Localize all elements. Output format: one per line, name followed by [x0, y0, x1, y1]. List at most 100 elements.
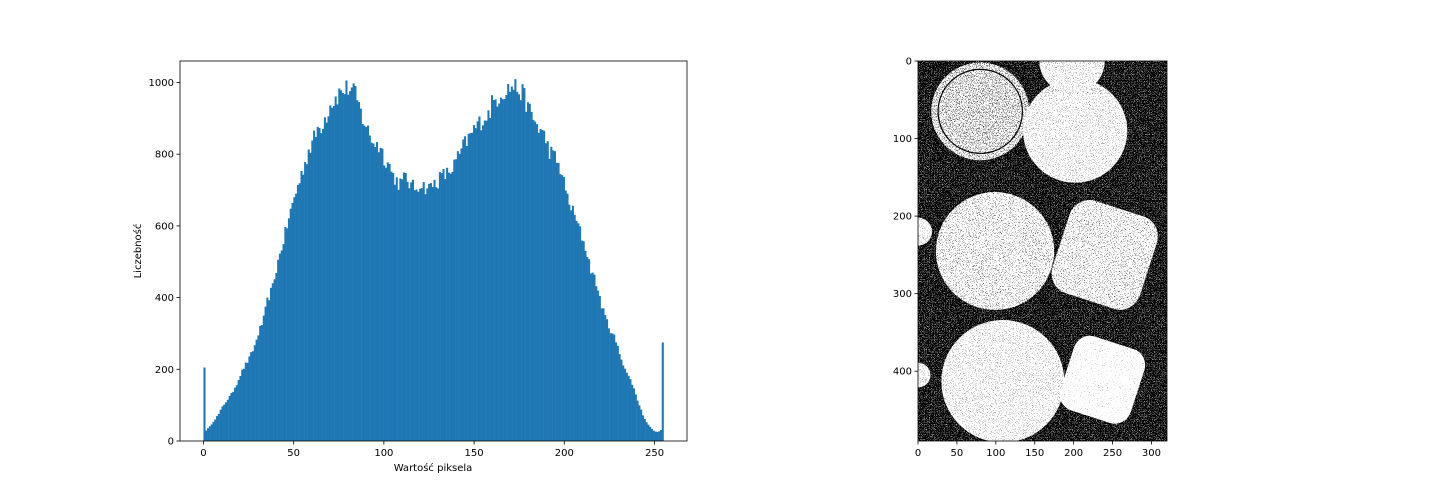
- histogram-bar: [622, 365, 625, 441]
- y-tick-label: 400: [155, 293, 174, 304]
- histogram-bar: [656, 431, 659, 441]
- histogram-bar: [631, 384, 634, 441]
- histogram-bar: [438, 172, 441, 442]
- image-objects: [918, 61, 1158, 441]
- histogram-bar: [402, 172, 405, 441]
- histogram-bar: [273, 279, 276, 441]
- histogram-bar: [566, 193, 569, 441]
- histogram-bar: [287, 218, 290, 441]
- histogram-bar: [654, 431, 657, 441]
- histogram-bar: [431, 187, 434, 441]
- histogram-bar: [433, 179, 436, 441]
- histogram-bar: [589, 273, 592, 441]
- histogram-bar: [262, 315, 265, 441]
- histogram-bar: [232, 391, 235, 441]
- histogram-bar: [437, 188, 440, 441]
- histogram-bar: [600, 308, 603, 441]
- histogram-bar: [260, 325, 264, 441]
- histogram-bar: [659, 429, 662, 441]
- histogram-bar: [336, 104, 339, 442]
- histogram-bar: [406, 181, 409, 441]
- histogram-bar: [534, 121, 537, 442]
- histogram-bar: [501, 99, 504, 441]
- histogram-bar: [557, 162, 560, 442]
- histogram-x-ticks: 0 50 100 150 200 250: [200, 441, 664, 459]
- histogram-bar: [331, 107, 334, 441]
- histogram-bar: [480, 130, 483, 441]
- histogram-bar: [464, 136, 467, 442]
- histogram-bar: [307, 149, 310, 441]
- histogram-bar: [384, 167, 388, 442]
- histogram-bar: [516, 91, 519, 441]
- histogram-axes-frame: [179, 60, 688, 442]
- histogram-bar: [505, 94, 508, 442]
- histogram-bar: [343, 94, 346, 442]
- histogram-bar: [624, 368, 627, 441]
- histogram-bar: [652, 430, 655, 441]
- histogram-bar: [609, 333, 612, 441]
- x-tick-label: 200: [1064, 448, 1083, 459]
- histogram-bar: [451, 171, 454, 441]
- histogram-bar: [266, 297, 269, 441]
- histogram-bar: [420, 188, 423, 441]
- histogram-bar: [579, 226, 582, 441]
- histogram-bar: [620, 359, 623, 441]
- y-tick-label: 200: [893, 212, 912, 223]
- histogram-bar: [411, 179, 414, 441]
- histogram-bar: [383, 165, 386, 441]
- histogram-bar: [593, 274, 596, 441]
- histogram-bar: [548, 158, 551, 441]
- histogram-bar: [415, 189, 418, 441]
- histogram-bar: [271, 283, 274, 441]
- histogram-bar: [203, 367, 206, 441]
- histogram-bar: [219, 409, 222, 441]
- histogram-bar: [367, 125, 370, 441]
- histogram-bar: [217, 413, 220, 441]
- histogram-bar: [606, 319, 609, 441]
- histogram-bar: [359, 108, 362, 442]
- histogram-bar: [318, 128, 321, 442]
- histogram-bar: [649, 426, 652, 441]
- histogram-bar: [207, 428, 210, 441]
- histogram-bar: [487, 110, 490, 441]
- histogram-bar: [246, 362, 249, 441]
- histogram-bar: [289, 208, 292, 441]
- histogram-bar: [539, 129, 542, 442]
- coin-texture: [1059, 335, 1146, 424]
- histogram-bar: [444, 179, 447, 441]
- histogram-bar: [597, 290, 600, 441]
- histogram-bar: [507, 84, 510, 441]
- histogram-bar: [604, 315, 607, 441]
- histogram-bar: [368, 135, 371, 441]
- histogram-bar: [278, 253, 281, 441]
- histogram-bar: [552, 150, 555, 441]
- binary-image-panel: 0 50 100 150 200 250 300 0 100 200 300 400: [893, 57, 1168, 459]
- histogram-bar: [469, 133, 472, 441]
- histogram-bar: [228, 396, 231, 441]
- histogram-bar: [280, 250, 283, 441]
- histogram-bar: [275, 272, 278, 441]
- histogram-bar: [311, 140, 314, 442]
- histogram-bar: [550, 146, 553, 441]
- histogram-bar: [429, 183, 432, 441]
- histogram-bar: [521, 84, 524, 442]
- histogram-bar: [221, 406, 224, 441]
- histogram-bar: [640, 409, 643, 441]
- y-tick-label: 0: [168, 437, 174, 448]
- histogram-bar: [453, 159, 456, 441]
- histogram-bar: [616, 345, 619, 441]
- image-y-ticks: 0 100 200 300 400: [893, 57, 918, 378]
- histogram-bar: [503, 99, 506, 441]
- histogram-bar: [456, 151, 459, 441]
- histogram-bar: [413, 190, 416, 441]
- histogram-bar: [546, 141, 549, 441]
- histogram-bar: [401, 179, 404, 441]
- histogram-bar: [645, 422, 648, 441]
- histogram-bar: [636, 400, 639, 441]
- histogram-bar: [304, 162, 307, 442]
- histogram-bar: [543, 130, 546, 442]
- histogram-bar: [643, 419, 646, 441]
- histogram-bar: [541, 130, 544, 441]
- histogram-bar: [374, 147, 377, 441]
- histogram-bar: [230, 393, 233, 441]
